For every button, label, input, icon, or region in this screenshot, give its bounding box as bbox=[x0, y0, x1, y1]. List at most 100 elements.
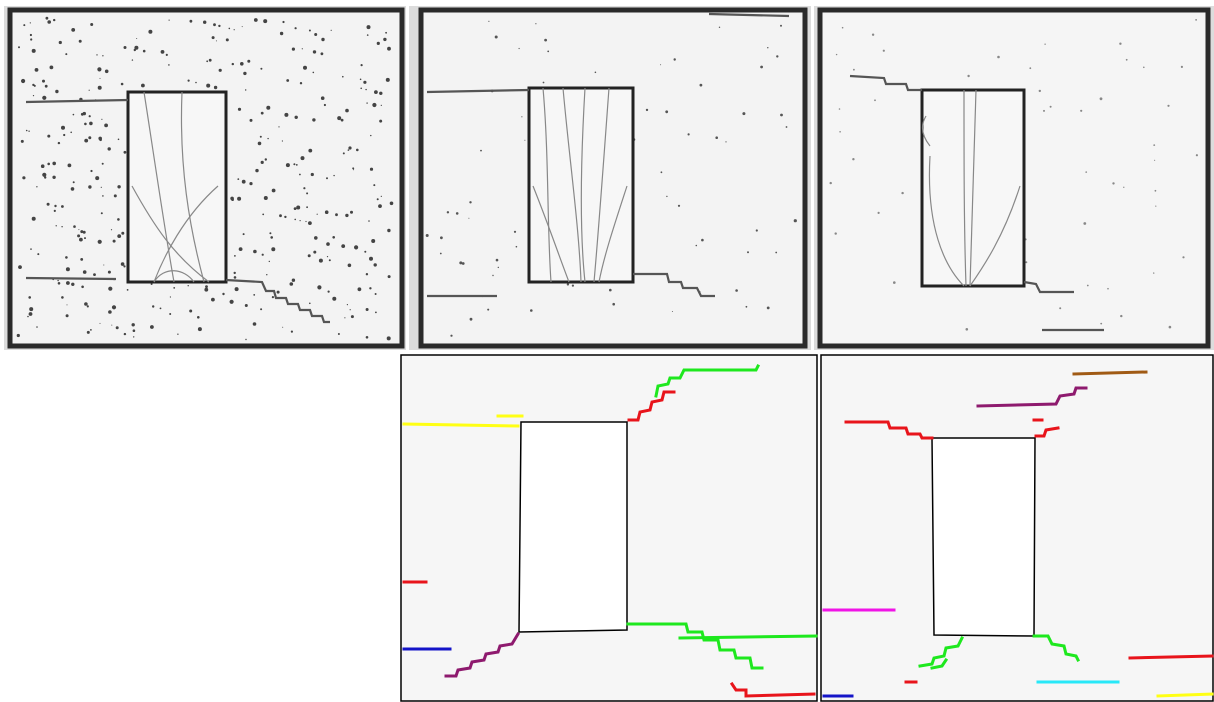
surface-speck bbox=[98, 136, 102, 141]
surface-speck bbox=[365, 336, 369, 339]
surface-speck bbox=[104, 123, 108, 128]
surface-speck bbox=[117, 218, 120, 221]
surface-speck bbox=[1049, 105, 1052, 108]
surface-speck bbox=[61, 125, 65, 130]
surface-speck bbox=[347, 149, 350, 151]
surface-speck bbox=[218, 68, 222, 72]
surface-speck bbox=[206, 83, 211, 88]
surface-speck bbox=[121, 231, 125, 235]
surface-speck bbox=[1112, 182, 1115, 185]
surface-speck bbox=[780, 24, 782, 27]
surface-speck bbox=[36, 326, 38, 328]
surface-speck bbox=[213, 23, 216, 27]
surface-speck bbox=[84, 302, 88, 306]
surface-speck bbox=[308, 221, 312, 226]
surface-speck bbox=[306, 206, 308, 209]
surface-speck bbox=[264, 158, 267, 161]
surface-speck bbox=[841, 26, 844, 29]
surface-speck bbox=[113, 194, 117, 198]
crack-yellow-3 bbox=[1156, 692, 1214, 698]
surface-speck bbox=[521, 116, 523, 118]
surface-speck bbox=[88, 115, 91, 118]
surface-speck bbox=[352, 167, 355, 170]
surface-speck bbox=[371, 239, 376, 243]
surface-speck bbox=[61, 296, 64, 299]
surface-speck bbox=[247, 59, 251, 63]
surface-speck bbox=[349, 309, 351, 311]
surface-speck bbox=[480, 149, 482, 152]
surface-speck bbox=[237, 178, 240, 181]
surface-speck bbox=[222, 292, 225, 296]
surface-speck bbox=[90, 23, 94, 26]
surface-speck bbox=[347, 263, 352, 268]
surface-speck bbox=[695, 244, 698, 247]
surface-speck bbox=[673, 58, 676, 61]
surface-speck bbox=[47, 20, 51, 24]
surface-speck bbox=[111, 324, 113, 326]
surface-speck bbox=[30, 248, 32, 250]
surface-speck bbox=[101, 118, 103, 120]
surface-speck bbox=[289, 282, 294, 286]
surface-speck bbox=[340, 118, 344, 122]
surface-speck bbox=[307, 254, 311, 258]
crack-red-5 bbox=[1034, 426, 1060, 438]
surface-speck bbox=[375, 311, 377, 314]
crack-green-6 bbox=[930, 657, 949, 670]
surface-speck bbox=[197, 327, 202, 332]
surface-speck bbox=[829, 181, 832, 185]
surface-speck bbox=[839, 131, 841, 133]
surface-speck bbox=[312, 118, 316, 122]
surface-speck bbox=[379, 91, 383, 96]
crack-red-2 bbox=[627, 390, 676, 422]
specimen-photo-2-svg bbox=[409, 6, 811, 350]
surface-speck bbox=[165, 53, 168, 57]
surface-speck bbox=[88, 136, 92, 140]
crack-green-3 bbox=[678, 634, 818, 640]
surface-speck bbox=[852, 158, 855, 161]
surface-speck bbox=[666, 195, 668, 198]
surface-speck bbox=[81, 285, 84, 289]
surface-speck bbox=[253, 249, 257, 254]
surface-speck bbox=[345, 213, 349, 218]
surface-speck bbox=[291, 47, 295, 51]
surface-speck bbox=[53, 18, 56, 22]
surface-speck bbox=[1080, 109, 1083, 112]
surface-speck bbox=[123, 46, 127, 49]
surface-speck bbox=[77, 234, 81, 238]
surface-speck bbox=[308, 148, 313, 153]
surface-speck bbox=[488, 20, 490, 22]
surface-speck bbox=[16, 333, 20, 338]
surface-speck bbox=[71, 282, 75, 286]
surface-speck bbox=[28, 312, 33, 316]
surface-speck bbox=[169, 296, 171, 298]
surface-speck bbox=[99, 77, 101, 79]
surface-speck bbox=[333, 174, 335, 177]
surface-speck bbox=[177, 333, 179, 335]
surface-speck bbox=[425, 234, 429, 237]
surface-speck bbox=[23, 24, 26, 27]
surface-speck bbox=[133, 336, 135, 338]
surface-speck bbox=[238, 247, 243, 252]
surface-speck bbox=[342, 75, 344, 78]
surface-speck bbox=[282, 326, 284, 328]
crack-map-1 bbox=[400, 354, 818, 702]
surface-speck bbox=[295, 164, 298, 166]
surface-speck bbox=[495, 258, 499, 262]
surface-speck bbox=[108, 310, 112, 314]
surface-speck bbox=[66, 281, 70, 285]
surface-speck bbox=[189, 309, 193, 313]
surface-speck bbox=[253, 294, 256, 296]
surface-speck bbox=[372, 102, 377, 108]
surface-speck bbox=[61, 205, 64, 208]
surface-speck bbox=[228, 27, 231, 30]
surface-speck bbox=[544, 38, 547, 42]
surface-speck bbox=[609, 288, 612, 292]
surface-speck bbox=[260, 308, 263, 311]
surface-speck bbox=[63, 133, 66, 137]
surface-speck bbox=[55, 89, 59, 94]
surface-speck bbox=[314, 33, 318, 36]
surface-speck bbox=[89, 121, 93, 126]
surface-speck bbox=[152, 305, 155, 308]
surface-speck bbox=[55, 225, 57, 227]
surface-speck bbox=[18, 265, 22, 269]
